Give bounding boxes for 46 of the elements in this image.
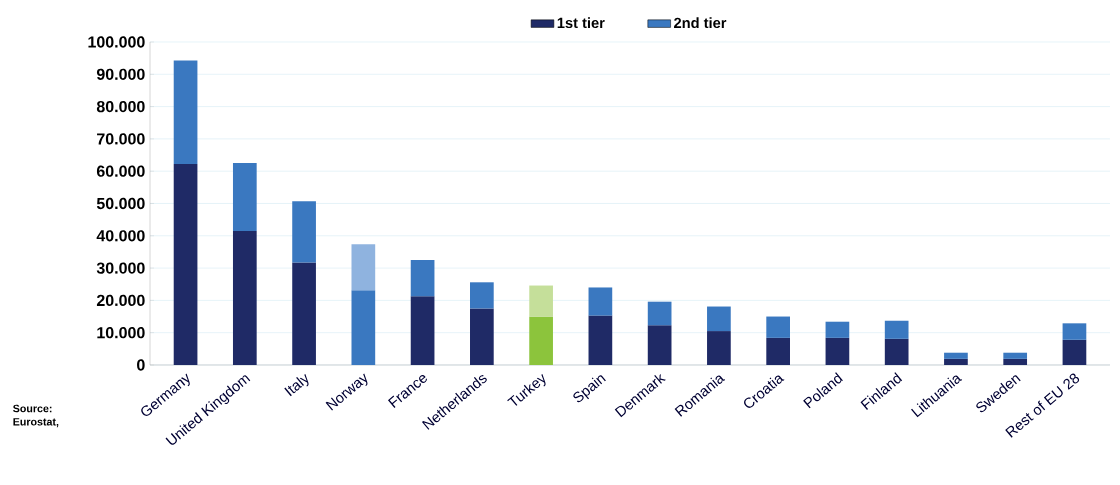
bar xyxy=(825,321,850,338)
bar xyxy=(707,306,731,332)
bar xyxy=(173,164,198,365)
bar xyxy=(884,320,909,339)
bar xyxy=(470,282,494,309)
bar xyxy=(529,285,553,317)
bar xyxy=(529,316,553,365)
y-tick-label: 40.000 xyxy=(96,230,145,242)
bar xyxy=(825,337,850,365)
bar xyxy=(1003,352,1028,359)
bar xyxy=(647,301,672,326)
bar xyxy=(410,260,435,297)
bar xyxy=(588,287,613,316)
bar xyxy=(647,325,672,365)
bar xyxy=(766,316,790,338)
source-note: Source: Eurostat, xyxy=(13,404,59,428)
legend-label: 1st tier xyxy=(557,17,605,29)
bar xyxy=(173,60,198,165)
bar xyxy=(944,352,968,359)
bar xyxy=(884,338,909,365)
bar xyxy=(470,308,494,365)
bar xyxy=(766,337,790,365)
legend-label: 2nd tier xyxy=(674,17,727,29)
x-tick-label: Italy xyxy=(284,373,309,397)
y-tick-label: 30.000 xyxy=(96,262,145,274)
y-tick-label: 80.000 xyxy=(96,100,145,113)
y-tick-label: 60.000 xyxy=(96,165,145,177)
bar xyxy=(707,331,731,365)
bar xyxy=(232,230,257,365)
bar xyxy=(292,201,316,263)
bar xyxy=(1062,339,1087,365)
y-tick-label: 90.000 xyxy=(96,68,145,80)
y-tick-label: 50.000 xyxy=(96,197,145,210)
bar xyxy=(410,296,435,365)
bar xyxy=(944,358,968,365)
y-tick-label: 100.000 xyxy=(88,36,145,48)
y-tick-label: 20.000 xyxy=(96,294,145,307)
bar xyxy=(1003,358,1028,365)
bar xyxy=(292,262,316,365)
y-tick-label: 10.000 xyxy=(97,327,145,339)
bar xyxy=(351,244,376,291)
bar xyxy=(1062,323,1087,340)
bar xyxy=(232,163,257,231)
bar xyxy=(588,315,613,365)
y-tick-label: 0 xyxy=(137,359,145,371)
y-tick-label: 70.000 xyxy=(97,133,145,145)
